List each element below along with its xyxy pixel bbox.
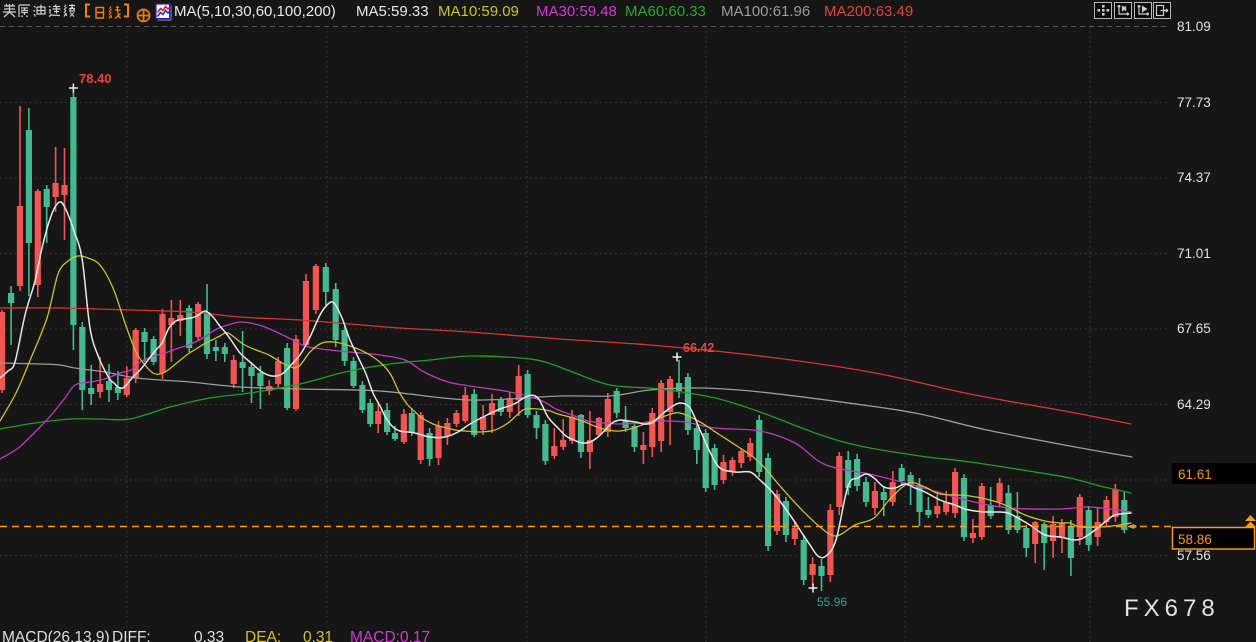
svg-text:55.96: 55.96 [817,595,847,609]
svg-text:58.86: 58.86 [1178,532,1212,547]
svg-text:61.61: 61.61 [1178,467,1212,482]
svg-text:78.40: 78.40 [79,71,112,86]
svg-text:66.42: 66.42 [683,341,714,355]
